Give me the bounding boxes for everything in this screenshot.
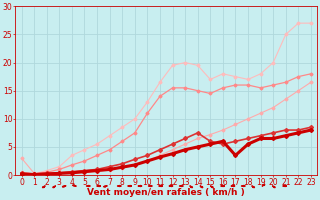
X-axis label: Vent moyen/en rafales ( km/h ): Vent moyen/en rafales ( km/h ) bbox=[87, 188, 245, 197]
